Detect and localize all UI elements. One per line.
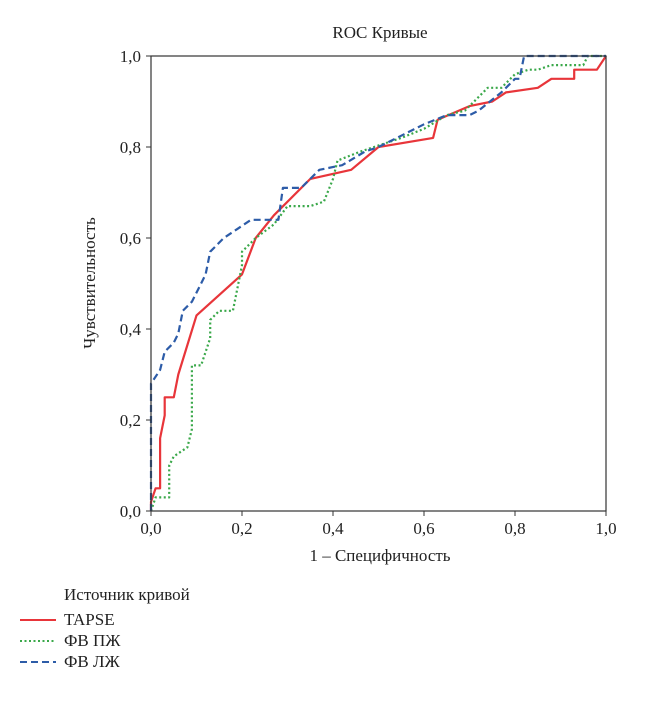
series-line-1 [149,54,606,512]
legend-item-fv-lzh: ФВ ЛЖ [20,651,190,672]
legend-label-fv-pzh: ФВ ПЖ [64,630,121,650]
legend-label-tapse: TAPSE [64,609,115,629]
y-tick-label: 0,8 [120,138,141,157]
y-tick-label: 0,2 [120,411,141,430]
y-tick-label: 0,4 [120,320,142,339]
y-tick-label: 0,0 [120,502,141,521]
axis-layer: 0,0 0,2 0,4 0,6 0,8 1,0 0,0 0,2 0,4 0,6 0,8 1,0 [120,47,617,538]
legend-swatch-fv-lzh [20,660,56,663]
series-layer [149,54,607,512]
y-tick-label: 0,6 [120,229,141,248]
x-tick-label: 0,6 [413,519,434,538]
x-tick-label: 1,0 [595,519,616,538]
series-line-0 [149,55,607,511]
legend-swatch-fv-pzh [20,639,56,642]
legend: Источник кривой TAPSE ФВ ПЖ ФВ ЛЖ [20,585,190,672]
legend-item-fv-pzh: ФВ ПЖ [20,630,190,651]
series-line-2 [149,54,606,511]
plot-frame [150,55,607,512]
x-tick-label: 0,8 [504,519,525,538]
x-tick-label: 0,0 [140,519,161,538]
legend-label-fv-lzh: ФВ ЛЖ [64,651,120,671]
x-tick-label: 0,4 [322,519,344,538]
y-tick-label: 1,0 [120,47,141,66]
x-axis-label: 1 – Специфичность [309,546,450,565]
legend-title: Источник кривой [64,585,190,604]
y-axis-label: Чувствительность [80,217,99,349]
legend-item-tapse: TAPSE [20,609,190,630]
legend-swatch-tapse [20,618,56,621]
x-tick-label: 0,2 [231,519,252,538]
chart-title: ROC Кривые [332,23,427,42]
